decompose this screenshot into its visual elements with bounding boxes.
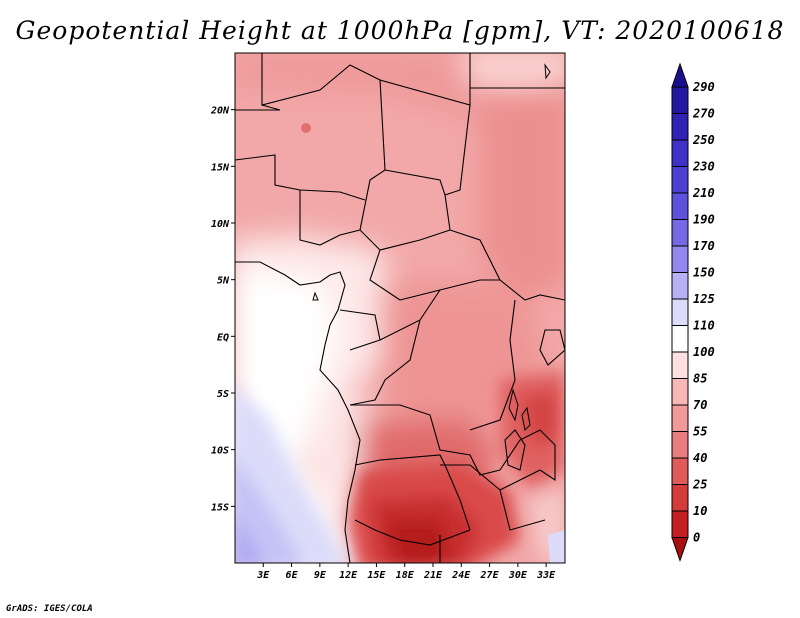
colorbar-bottom-arrow xyxy=(671,537,689,563)
colorbar-bin xyxy=(671,457,689,485)
y-tick-label: 15S xyxy=(211,502,229,513)
x-tick-label: 24E xyxy=(451,570,471,581)
colorbar-bin xyxy=(671,351,689,379)
map-field xyxy=(235,53,565,563)
x-tick-label: 18E xyxy=(396,570,415,581)
y-tick-label: 5N xyxy=(217,276,230,287)
colorbar-label: 210 xyxy=(692,186,715,200)
colorbar-label: 100 xyxy=(693,345,715,359)
x-tick-label: 27E xyxy=(480,570,500,581)
x-tick-label: 3E xyxy=(256,570,270,581)
colorbar-bin xyxy=(671,86,689,114)
x-tick-label: 30E xyxy=(508,570,528,581)
colorbar-label: 150 xyxy=(693,266,715,280)
country-borders xyxy=(235,53,565,563)
colorbar-label: 40 xyxy=(693,451,707,465)
colorbar-label: 170 xyxy=(693,239,715,253)
x-tick-label: 33E xyxy=(536,570,556,581)
y-tick-label: 5S xyxy=(217,389,229,400)
y-tick-label: 15N xyxy=(211,162,230,173)
x-tick-label: 12E xyxy=(339,570,358,581)
grads-credit: GrADS: IGES/COLA xyxy=(6,604,93,614)
colorbar-bin xyxy=(671,325,689,353)
x-tick-label: 9E xyxy=(314,570,327,581)
colorbar-label: 25 xyxy=(692,478,707,492)
colorbar-label: 85 xyxy=(693,372,707,386)
colorbar-label: 290 xyxy=(692,80,715,94)
colorbar-bin xyxy=(671,113,689,141)
coastline xyxy=(235,261,361,563)
y-axis: 20N 15N 10N 5N EQ 5S 10S 15S xyxy=(210,106,235,513)
x-axis: 3E 6E 9E 12E 15E 18E 21E 24E 27E 30E 33E xyxy=(256,563,556,581)
chart-title: Geopotential Height at 1000hPa [gpm], VT… xyxy=(15,16,785,45)
x-tick-label: 6E xyxy=(286,570,299,581)
colorbar-bin xyxy=(671,219,689,247)
colorbar-bin xyxy=(671,245,689,273)
north-hotspot xyxy=(301,123,311,133)
colorbar-label: 0 xyxy=(693,531,700,545)
colorbar-bin xyxy=(671,484,689,512)
colorbar-bin xyxy=(671,139,689,167)
y-tick-label: 20N xyxy=(210,106,230,117)
y-tick-label: EQ xyxy=(217,332,229,343)
colorbar-bin xyxy=(671,298,689,326)
colorbar-bin xyxy=(671,431,689,459)
colorbar-label: 270 xyxy=(692,107,715,121)
colorbar-top-arrow xyxy=(671,62,689,88)
colorbar-bin xyxy=(671,404,689,432)
colorbar-label: 190 xyxy=(693,213,715,227)
colorbar-label: 10 xyxy=(693,504,707,518)
colorbar-label: 125 xyxy=(693,292,715,306)
y-tick-label: 10N xyxy=(211,219,230,230)
lakes xyxy=(312,63,551,432)
colorbar-bin xyxy=(671,510,689,538)
colorbar-bin xyxy=(671,166,689,194)
colorbar-label: 250 xyxy=(692,133,715,147)
colorbar-label: 110 xyxy=(693,319,715,333)
y-tick-label: 10S xyxy=(211,446,229,457)
x-tick-label: 21E xyxy=(423,570,443,581)
colorbar-bin xyxy=(671,378,689,406)
colorbar-label: 70 xyxy=(693,398,707,412)
colorbar-label: 55 xyxy=(693,425,707,439)
colorbar: 2902702502302101901701501251101008570554… xyxy=(671,62,715,563)
colorbar-bin xyxy=(671,192,689,220)
se-blue-patch xyxy=(548,530,565,563)
map-frame xyxy=(234,52,566,564)
colorbar-label: 230 xyxy=(692,160,715,174)
colorbar-bin xyxy=(671,272,689,300)
x-tick-label: 15E xyxy=(367,570,386,581)
